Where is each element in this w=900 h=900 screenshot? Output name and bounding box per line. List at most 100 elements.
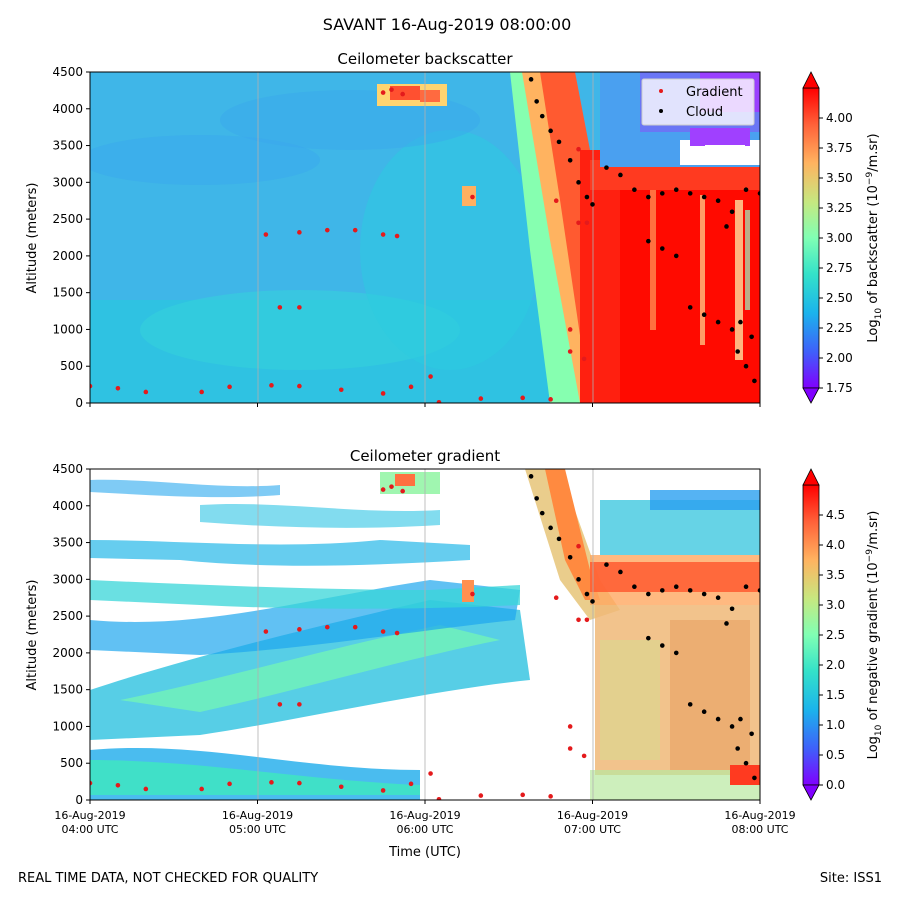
- colorbar-tick-label: 3.75: [826, 141, 853, 155]
- gradient-point: [90, 780, 93, 786]
- cloud-point: [743, 363, 749, 369]
- cloud-point: [618, 569, 623, 575]
- cloud-point: [646, 194, 651, 200]
- cloud-point: [715, 198, 721, 204]
- gradient-point: [380, 90, 386, 95]
- gradient-point: [581, 753, 587, 759]
- y-tick-label: 2500: [52, 609, 83, 623]
- gradient-point: [338, 784, 344, 790]
- gradient-point: [408, 384, 414, 390]
- gradient-point: [478, 396, 484, 401]
- cloud-point: [528, 474, 534, 479]
- gradient-yaxis: 0 500 1000 1500 2000 2500 3000 3500 4000 4500: [52, 462, 90, 807]
- cloud-point: [729, 327, 735, 332]
- y-tick-label: 0: [75, 793, 83, 807]
- gradient-point: [576, 220, 581, 226]
- cloud-point: [752, 775, 757, 781]
- y-tick-label: 2500: [52, 212, 83, 226]
- colorbar-tick-label: 4.0: [826, 538, 845, 552]
- cloud-point: [556, 139, 562, 145]
- cloud-point: [584, 194, 590, 200]
- gradient-point: [389, 87, 394, 92]
- y-tick-label: 3000: [52, 572, 83, 586]
- cloud-point: [738, 319, 743, 325]
- y-tick-label: 4000: [52, 102, 83, 116]
- colorbar-tick-label: 2.25: [826, 321, 853, 335]
- gradient-title: Ceilometer gradient: [350, 447, 500, 465]
- legend-cloud-marker: [659, 109, 663, 113]
- cloud-point: [729, 606, 735, 612]
- gradient-point: [428, 771, 433, 776]
- cloud-point: [701, 312, 707, 318]
- gradient-point: [115, 782, 121, 788]
- gradient-point: [553, 198, 559, 204]
- cloud-point: [743, 187, 749, 192]
- cloud-point: [738, 716, 743, 722]
- gradient-point: [576, 146, 581, 152]
- gradient-point: [408, 781, 414, 787]
- gradient-point: [277, 305, 283, 310]
- y-tick-label: 2000: [52, 249, 83, 263]
- cloud-point: [743, 584, 749, 589]
- gradient-point: [352, 227, 358, 233]
- gradient-point: [338, 387, 344, 393]
- backscatter-ylabel: Altitude (meters): [25, 183, 40, 294]
- cloud-point: [604, 562, 609, 567]
- y-tick-label: 0: [75, 396, 83, 410]
- gradient-gridlines: [257, 469, 594, 800]
- x-tick-label-time: 06:00 UTC: [396, 823, 453, 836]
- gradient-point: [567, 349, 573, 354]
- backscatter-xaxis: [89, 403, 761, 407]
- y-tick-label: 500: [60, 756, 83, 770]
- backscatter-markers: [90, 77, 760, 403]
- backscatter-gridlines: [257, 72, 594, 403]
- gradient-point: [380, 629, 386, 634]
- x-tick-label-date: 16-Aug-2019: [222, 809, 293, 822]
- cloud-point: [567, 554, 573, 560]
- gradient-point: [352, 624, 358, 630]
- gradient-point: [199, 389, 204, 395]
- cloud-point: [749, 731, 754, 737]
- cloud-point: [701, 591, 707, 597]
- y-tick-label: 3000: [52, 175, 83, 189]
- colorbar-tick-label: 3.25: [826, 201, 853, 215]
- cloud-point: [735, 746, 740, 751]
- cloud-point: [687, 191, 693, 196]
- gradient-point: [478, 793, 484, 798]
- cloud-point: [757, 588, 760, 593]
- cloud-point: [673, 187, 679, 192]
- cloud-point: [687, 305, 693, 310]
- cloud-point: [659, 246, 665, 251]
- gradient-point: [436, 399, 442, 403]
- cloud-point: [735, 349, 740, 354]
- cloud-point: [724, 224, 729, 229]
- gradient-point: [297, 702, 302, 707]
- cloud-point: [729, 724, 735, 729]
- y-tick-label: 3500: [52, 536, 83, 550]
- gradient-point: [389, 484, 394, 489]
- y-tick-label: 1000: [52, 322, 83, 336]
- cloud-point: [590, 599, 595, 604]
- cloud-point: [673, 253, 679, 259]
- gradient-point: [90, 383, 93, 389]
- colorbar-tick-label: 2.0: [826, 658, 845, 672]
- gradient-point: [584, 220, 590, 226]
- colorbar-tick-label: 1.0: [826, 718, 845, 732]
- cloud-point: [528, 77, 534, 82]
- gradient-point: [581, 356, 587, 362]
- cloud-point: [632, 584, 637, 589]
- cloud-point: [701, 194, 707, 200]
- y-tick-label: 1000: [52, 719, 83, 733]
- cloud-point: [576, 577, 581, 582]
- y-tick-label: 500: [60, 359, 83, 373]
- gradient-point: [394, 630, 400, 636]
- x-tick-label-time: 05:00 UTC: [229, 823, 286, 836]
- cloud-point: [646, 635, 651, 641]
- cloud-point: [749, 334, 754, 340]
- cloud-point: [646, 238, 651, 244]
- gradient-point: [428, 374, 433, 379]
- cloud-point: [646, 591, 651, 597]
- y-tick-label: 4000: [52, 499, 83, 513]
- cloud-point: [618, 172, 623, 178]
